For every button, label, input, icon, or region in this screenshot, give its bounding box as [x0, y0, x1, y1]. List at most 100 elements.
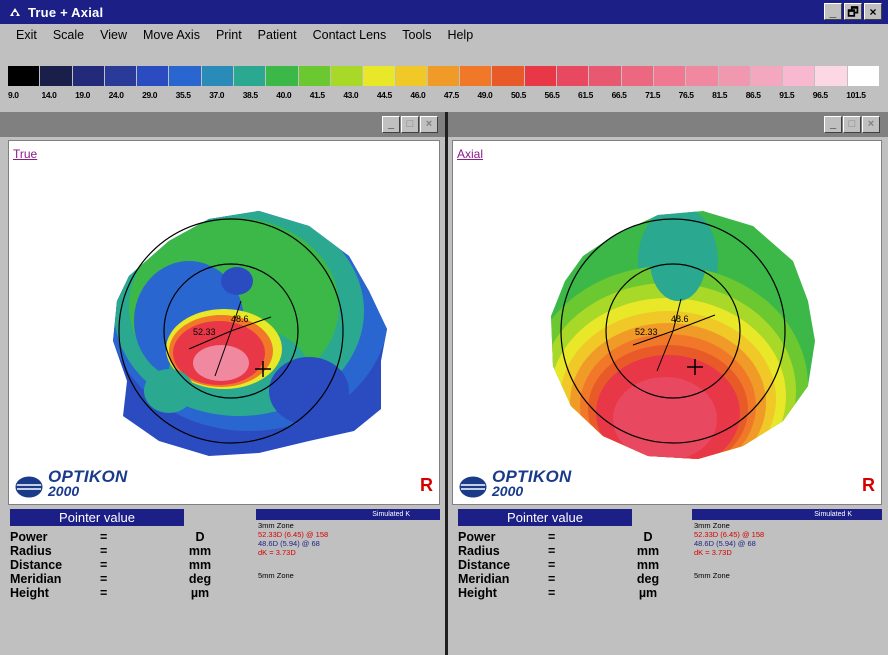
- pointer-row-height: Height = µm: [10, 586, 210, 600]
- color-scale-swatch[interactable]: [427, 66, 461, 86]
- center-k-value: 48.6: [231, 314, 249, 324]
- color-scale-swatch[interactable]: [137, 66, 170, 86]
- menu-help[interactable]: Help: [447, 28, 474, 42]
- eye-indicator: R: [862, 475, 875, 495]
- pointer-value-header: Pointer value: [10, 509, 184, 526]
- color-scale-swatch[interactable]: [266, 66, 299, 86]
- color-scale-label: 41.5: [309, 90, 325, 100]
- color-scale-swatch[interactable]: [363, 66, 396, 86]
- color-scale-label: 91.5: [779, 90, 795, 100]
- app-icon[interactable]: [8, 5, 22, 19]
- color-scale-swatch[interactable]: [718, 66, 751, 86]
- map-view[interactable]: 48.6 52.33 True OPTIKON 2000 R: [8, 140, 440, 505]
- menu-scale[interactable]: Scale: [52, 28, 85, 42]
- panel-minimize-button[interactable]: _: [824, 116, 842, 133]
- color-scale-label: 9.0: [8, 90, 19, 100]
- color-scale-swatch[interactable]: [169, 66, 202, 86]
- restore-button[interactable]: 🗗: [844, 3, 862, 20]
- panel-minimize-button[interactable]: _: [382, 116, 400, 133]
- simulated-k-header: Simulated K: [692, 509, 882, 520]
- color-scale-swatch[interactable]: [330, 66, 364, 86]
- menu-patient[interactable]: Patient: [257, 28, 297, 42]
- color-scale-label: 19.0: [75, 90, 91, 100]
- minimize-button[interactable]: _: [824, 3, 842, 20]
- menu-tools[interactable]: Tools: [402, 28, 432, 42]
- color-scale-swatch[interactable]: [395, 66, 428, 86]
- menu-exit[interactable]: Exit: [16, 28, 37, 42]
- color-scale-swatch[interactable]: [621, 66, 654, 86]
- pointer-row-distance: Distance = mm: [458, 558, 660, 572]
- map-view[interactable]: 48.6 52.33 Axial OPTIKON 2000 R: [452, 140, 882, 505]
- color-scale-label: 76.5: [678, 90, 694, 100]
- sim-zone-3mm: 3mm Zone: [258, 521, 294, 530]
- sim-delta-k: dK = 3.73D: [258, 548, 296, 557]
- color-scale-label: 43.0: [343, 90, 359, 100]
- color-scale-label: 86.5: [745, 90, 761, 100]
- color-scale-label: 35.5: [175, 90, 191, 100]
- menu-move-axis[interactable]: Move Axis: [143, 28, 200, 42]
- color-scale-labels: 9.0 14.0 19.0 24.0 29.0 35.5 37.0 38.5 40.0 41.5 4…: [8, 90, 880, 104]
- color-scale-swatch[interactable]: [460, 66, 493, 86]
- sim-k-steep: 52.33D (6.45) @ 158: [258, 530, 329, 539]
- title-bar: True + Axial _ 🗗 ×: [0, 0, 888, 24]
- menu-view[interactable]: View: [100, 28, 127, 42]
- optikon-logo: OPTIKON 2000: [459, 467, 572, 498]
- panel-close-button[interactable]: ×: [420, 116, 438, 133]
- color-scale-swatch[interactable]: [8, 66, 41, 86]
- close-button[interactable]: ×: [864, 3, 882, 20]
- color-scale-label: 71.5: [645, 90, 661, 100]
- color-scale-swatch[interactable]: [298, 66, 331, 86]
- color-scale-swatch[interactable]: [815, 66, 848, 86]
- color-scale-swatch[interactable]: [201, 66, 235, 86]
- color-scale-swatch[interactable]: [104, 66, 138, 86]
- pointer-value-header: Pointer value: [458, 509, 632, 526]
- pointer-row-meridian: Meridian = deg: [10, 572, 212, 586]
- color-scale-swatch[interactable]: [750, 66, 784, 86]
- steep-k-value: 52.33: [635, 327, 658, 337]
- map-type-link[interactable]: True: [13, 147, 38, 161]
- color-scale-swatch[interactable]: [492, 66, 525, 86]
- window-title: True + Axial: [28, 4, 104, 20]
- color-scale[interactable]: [8, 66, 881, 86]
- color-scale-label: 61.5: [578, 90, 593, 100]
- color-scale-swatch[interactable]: [72, 66, 105, 86]
- axial-topography-map[interactable]: 48.6 52.33: [453, 141, 882, 505]
- pointer-row-distance: Distance = mm: [10, 558, 212, 572]
- panel-close-button[interactable]: ×: [862, 116, 880, 133]
- eye-indicator: R: [420, 475, 433, 495]
- color-scale-swatch[interactable]: [783, 66, 816, 86]
- sim-delta-k: dK = 3.73D: [694, 548, 732, 557]
- panel-divider[interactable]: [445, 112, 448, 655]
- panel-maximize-button[interactable]: □: [401, 116, 419, 133]
- steep-k-value: 52.33: [193, 327, 216, 337]
- pointer-row-height: Height = µm: [458, 586, 658, 600]
- color-scale-label: 50.5: [510, 90, 526, 100]
- true-topography-map[interactable]: 48.6 52.33: [9, 141, 440, 505]
- sim-k-flat: 48.6D (5.94) @ 68: [258, 539, 320, 548]
- menu-contact-lens[interactable]: Contact Lens: [312, 28, 387, 42]
- color-scale-swatch[interactable]: [524, 66, 558, 86]
- map-type-link[interactable]: Axial: [457, 147, 484, 161]
- color-scale-label: 46.0: [410, 90, 426, 100]
- menu-print[interactable]: Print: [215, 28, 242, 42]
- color-scale-label: 56.5: [544, 90, 560, 100]
- pointer-row-power: Power = D: [458, 530, 653, 544]
- color-scale-label: 37.0: [209, 90, 225, 100]
- color-scale-label: 24.0: [108, 90, 124, 100]
- globe-icon: [15, 476, 43, 498]
- color-scale-swatch[interactable]: [40, 66, 73, 86]
- color-scale-swatch[interactable]: [589, 66, 622, 86]
- pointer-row-radius: Radius = mm: [10, 544, 212, 558]
- color-scale-swatch[interactable]: [686, 66, 719, 86]
- color-scale-swatch[interactable]: [557, 66, 590, 86]
- color-scale-label: 29.0: [142, 90, 158, 100]
- pointer-row-radius: Radius = mm: [458, 544, 660, 558]
- optikon-logo: OPTIKON 2000: [15, 467, 128, 498]
- menu-bar: Exit Scale View Move Axis Print Patient …: [0, 24, 888, 46]
- color-scale-swatch[interactable]: [653, 66, 687, 86]
- center-k-value: 48.6: [671, 314, 689, 324]
- color-scale-label: 47.5: [443, 90, 459, 100]
- color-scale-swatch[interactable]: [847, 66, 881, 86]
- color-scale-swatch[interactable]: [234, 66, 267, 86]
- panel-maximize-button[interactable]: □: [843, 116, 861, 133]
